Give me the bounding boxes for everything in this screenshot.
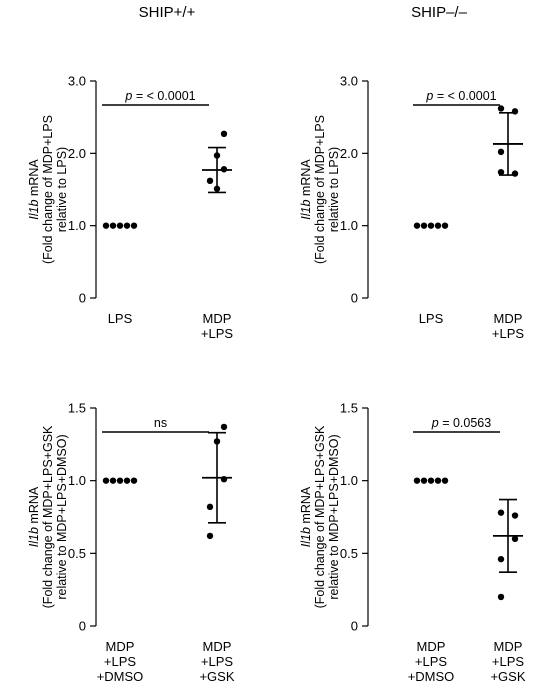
- p4-data-point: [441, 477, 449, 484]
- p3-y-tick-label: 1.5: [68, 401, 86, 416]
- p1-significance-label: p = < 0.0001: [124, 89, 195, 103]
- p2-data-point: [497, 105, 505, 112]
- p2-y-axis-title-line1: Il1b mRNA: [299, 159, 313, 220]
- p4-y-axis-title-line3: relative to MDP+LPS+DMSO): [327, 434, 341, 599]
- p1-data-point: [123, 222, 131, 229]
- p3-category-label: +LPS: [201, 654, 233, 669]
- p4-y-axis-title-line2: (Fold change of MDP+LPS+GSK: [313, 425, 327, 608]
- p3-data-point: [123, 477, 131, 484]
- p4-data-point: [511, 535, 519, 542]
- p1-category-label: LPS: [108, 311, 133, 326]
- p1-data-point: [220, 130, 228, 138]
- p1-data-point: [116, 222, 124, 229]
- p1-y-tick-label: 1.0: [68, 218, 86, 233]
- p3-y-axis-title-line2: (Fold change of MDP+LPS+GSK: [41, 425, 55, 608]
- p1-data-point: [220, 166, 228, 173]
- p3-significance-label: ns: [154, 416, 167, 430]
- p1-y-axis-title-line1: Il1b mRNA: [27, 159, 41, 220]
- p2-data-point: [511, 108, 519, 115]
- p1-data-point: [130, 222, 138, 229]
- p1-y-tick-label: 2.0: [68, 146, 86, 161]
- p1-data-point: [109, 222, 117, 229]
- p2-data-point: [434, 222, 442, 229]
- p4-y-tick-label: 0.5: [340, 546, 358, 561]
- p3-y-axis-title-line3: relative to MDP+LPS+DMSO): [55, 434, 69, 599]
- p2-y-tick-label: 2.0: [340, 146, 358, 161]
- p4-data-point: [413, 477, 421, 484]
- p3-y-axis-title-line1: Il1b mRNA: [27, 486, 41, 547]
- p3-data-point: [130, 477, 138, 484]
- p3-data-point: [206, 503, 214, 511]
- p1-data-point: [206, 177, 214, 185]
- p4-data-point: [511, 512, 519, 519]
- p4-data-point: [420, 477, 428, 484]
- p3-data-point: [213, 438, 221, 445]
- p4-y-tick-label: 0: [351, 619, 358, 634]
- p3-data-point: [220, 423, 228, 431]
- p1-category-label: MDP: [203, 311, 232, 326]
- p4-category-label: +LPS: [492, 654, 524, 669]
- p4-y-tick-label: 1.0: [340, 473, 358, 488]
- p2-data-point: [441, 222, 449, 229]
- p3-category-label: +GSK: [199, 669, 234, 684]
- p4-y-tick-label: 1.5: [340, 401, 358, 416]
- p1-y-tick-label: 3.0: [68, 74, 86, 89]
- p4-data-point: [497, 555, 505, 563]
- p4-category-label: MDP: [494, 639, 523, 654]
- p1-data-point: [213, 185, 221, 192]
- p1-y-axis-title-line2: (Fold change of MDP+LPS: [41, 115, 55, 264]
- p2-data-point: [427, 222, 435, 229]
- p2-y-axis-title-line3: relative to LPS): [327, 147, 341, 232]
- p3-data-point: [220, 476, 228, 483]
- column-title-ship-wt: SHIP+/+: [138, 4, 196, 21]
- p3-data-point: [109, 477, 117, 484]
- p4-category-label: +DMSO: [408, 669, 455, 684]
- p2-y-tick-label: 1.0: [340, 218, 358, 233]
- p3-y-tick-label: 0.5: [68, 546, 86, 561]
- p4-y-axis-title-line1: Il1b mRNA: [299, 486, 313, 547]
- p1-data-point: [213, 152, 221, 159]
- p2-data-point: [497, 168, 505, 176]
- p4-category-label: +GSK: [490, 669, 525, 684]
- column-title-ship-ko: SHIP–/–: [411, 4, 467, 21]
- p2-data-point: [420, 222, 428, 229]
- p4-significance-label: p = 0.0563: [431, 416, 491, 430]
- p2-category-label: MDP: [494, 311, 523, 326]
- p3-y-tick-label: 0: [79, 619, 86, 634]
- p4-category-label: MDP: [417, 639, 446, 654]
- p3-category-label: +DMSO: [97, 669, 144, 684]
- p2-significance-label: p = < 0.0001: [425, 89, 496, 103]
- p4-data-point: [497, 593, 505, 601]
- p2-category-label: +LPS: [492, 326, 524, 341]
- p1-y-axis-title-line3: relative to LPS): [55, 147, 69, 232]
- p2-category-label: LPS: [419, 311, 444, 326]
- p3-category-label: +LPS: [104, 654, 136, 669]
- p3-data-point: [206, 532, 214, 540]
- p2-y-axis-title-line2: (Fold change of MDP+LPS: [313, 115, 327, 264]
- p2-data-point: [413, 222, 421, 229]
- p2-data-point: [511, 170, 519, 177]
- p3-category-label: MDP: [106, 639, 135, 654]
- p1-data-point: [102, 222, 110, 229]
- p4-data-point: [497, 509, 505, 516]
- p2-y-tick-label: 0: [351, 291, 358, 306]
- p2-y-tick-label: 3.0: [340, 74, 358, 89]
- p4-category-label: +LPS: [415, 654, 447, 669]
- p4-data-point: [427, 477, 435, 484]
- p3-y-tick-label: 1.0: [68, 473, 86, 488]
- p4-data-point: [434, 477, 442, 484]
- p3-data-point: [102, 477, 110, 484]
- p2-data-point: [497, 148, 505, 156]
- p3-category-label: MDP: [203, 639, 232, 654]
- p3-data-point: [116, 477, 124, 484]
- p1-category-label: +LPS: [201, 326, 233, 341]
- p1-y-tick-label: 0: [79, 291, 86, 306]
